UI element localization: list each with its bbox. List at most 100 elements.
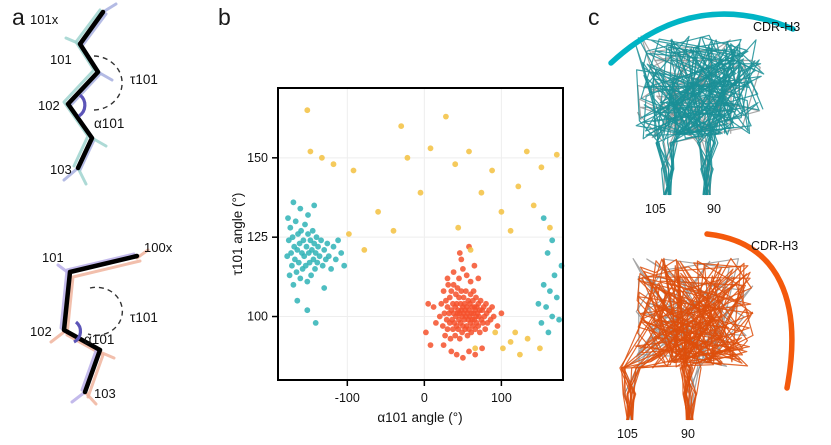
scatter-point-teal-cluster <box>319 262 326 269</box>
scatter-point-orange-cluster <box>498 310 505 317</box>
structure-ensemble-lines <box>619 257 754 421</box>
scatter-point-orange-cluster <box>450 326 456 333</box>
scatter-point-yellow-scatter <box>507 227 514 234</box>
ensemble-strand <box>625 273 748 421</box>
scatter-point-teal-cluster <box>315 243 321 250</box>
structure-ensemble-lines <box>635 34 765 196</box>
scatter-point-orange-cluster <box>467 278 474 285</box>
scatter-point-orange-cluster <box>466 348 472 355</box>
tau-angle-label: τ101 <box>130 72 158 87</box>
scatter-point-yellow-scatter <box>375 208 381 215</box>
residue-label-100x: 100x <box>144 240 173 255</box>
panel-label-b: b <box>218 4 231 30</box>
scatter-point-teal-cluster <box>289 234 296 241</box>
panel-a-backbone-diagrams: 101x 101 102 103 τ101 α101 101 100x 102 … <box>30 2 173 406</box>
x-axis-label: α101 angle (°) <box>377 410 462 425</box>
scatter-point-teal-cluster <box>286 272 293 279</box>
gridlines <box>278 88 563 380</box>
scatter-point-orange-cluster <box>438 300 445 307</box>
scatter-point-teal-cluster <box>549 237 556 244</box>
scatter-point-teal-cluster <box>304 307 311 314</box>
scatter-point-orange-cluster <box>447 335 454 342</box>
scatter-point-orange-cluster <box>456 250 463 256</box>
scatter-point-yellow-scatter <box>350 167 357 174</box>
alpha-angle-label: α101 <box>84 332 114 347</box>
scatter-point-orange-cluster <box>450 269 457 275</box>
scatter-point-orange-cluster <box>443 297 449 304</box>
ensemble-strand <box>669 45 750 196</box>
scatter-point-orange-cluster <box>458 256 465 263</box>
scatter-point-orange-cluster <box>470 288 477 294</box>
scatter-point-teal-cluster <box>540 215 547 222</box>
residue-label-102: 102 <box>38 98 60 113</box>
scatter-point-orange-cluster <box>456 294 462 301</box>
scatter-point-yellow-scatter <box>390 227 397 234</box>
ensemble-strand <box>645 58 728 196</box>
scatter-point-teal-cluster <box>305 212 311 218</box>
scatter-point-teal-cluster <box>551 272 558 279</box>
scatter-point-orange-cluster <box>464 332 471 339</box>
sidechain-stick <box>98 350 116 360</box>
axis-ticks: -100 0 100 100 125 150 <box>247 151 512 405</box>
scatter-point-teal-cluster <box>553 294 560 301</box>
scatter-point-orange-cluster <box>436 313 443 320</box>
x-tick-label: -100 <box>335 391 360 405</box>
alpha-angle-arc <box>73 320 83 344</box>
ensemble-strand <box>675 45 760 196</box>
ensemble-strand <box>643 35 732 196</box>
scatter-point-yellow-scatter <box>443 113 449 120</box>
x-tick-label: 0 <box>421 391 428 405</box>
cdr-h3-label: CDR-H3 <box>753 20 800 34</box>
scatter-point-yellow-scatter <box>492 329 499 336</box>
scatter-point-teal-cluster <box>328 266 334 272</box>
scatter-point-orange-cluster <box>483 300 489 307</box>
scatter-point-teal-cluster <box>545 329 552 336</box>
scatter-point-orange-cluster <box>445 281 452 288</box>
scatter-plot: τ101 angle (°) -100 0 100 100 125 150 α101 an… <box>230 87 565 425</box>
scatter-point-teal-cluster <box>295 259 302 266</box>
scatter-point-teal-cluster <box>332 256 339 263</box>
sidechain-stick <box>64 36 82 46</box>
ensemble-strand <box>674 63 762 196</box>
residue-label-101: 101 <box>50 52 72 67</box>
ensemble-strand <box>624 271 751 421</box>
scatter-point-orange-cluster <box>444 326 451 333</box>
scatter-point-orange-cluster <box>477 297 484 304</box>
scatter-point-orange-cluster <box>489 304 495 310</box>
tau-angle-arc <box>91 55 123 111</box>
scatter-point-orange-cluster <box>472 351 479 358</box>
scatter-point-teal-cluster <box>547 288 553 294</box>
scatter-point-teal-cluster <box>285 215 291 222</box>
scatter-point-orange-cluster <box>463 288 469 294</box>
scatter-point-orange-cluster <box>463 272 470 279</box>
scatter-point-yellow-scatter <box>398 123 405 129</box>
scatter-point-orange-cluster <box>448 288 455 294</box>
residue-label-102: 102 <box>30 324 52 339</box>
sidechain-stick <box>90 136 108 148</box>
scatter-point-teal-cluster <box>297 205 304 212</box>
scatter-point-yellow-scatter <box>500 345 506 352</box>
scatter-point-teal-cluster <box>535 300 542 307</box>
scatter-point-teal-cluster <box>312 266 318 272</box>
scatter-point-teal-cluster <box>287 224 294 231</box>
sidechain-stick <box>96 70 114 82</box>
scatter-point-orange-cluster <box>476 329 483 336</box>
scatter-point-teal-cluster <box>540 281 547 288</box>
scatter-point-yellow-scatter <box>346 231 352 237</box>
scatter-point-teal-cluster <box>303 243 310 250</box>
ensemble-strand <box>642 43 744 196</box>
ensemble-strand <box>639 50 749 196</box>
backbone-trace <box>65 9 106 171</box>
scatter-point-teal-cluster <box>316 253 323 260</box>
scatter-point-teal-cluster <box>292 218 299 225</box>
scatter-point-orange-cluster <box>444 275 451 282</box>
scatter-point-orange-cluster <box>441 310 448 317</box>
residue-label-103: 103 <box>50 162 72 177</box>
backbone-trace <box>61 253 140 395</box>
scatter-point-yellow-scatter <box>455 224 462 231</box>
ensemble-strand <box>650 263 749 421</box>
scatter-point-orange-cluster <box>452 332 459 339</box>
scatter-point-teal-cluster <box>341 262 348 269</box>
sidechain-stick <box>83 390 98 406</box>
